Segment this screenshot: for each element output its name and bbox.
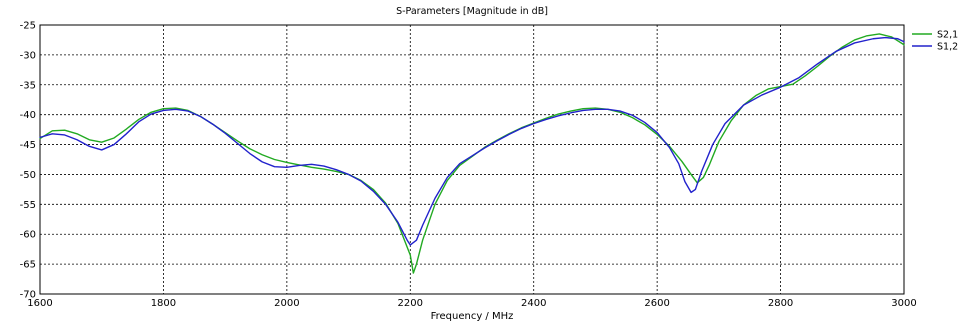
y-tick-label: -35 [20, 80, 36, 91]
x-axis-label: Frequency / MHz [431, 311, 514, 322]
legend: S2,1S1,2 [912, 30, 958, 53]
y-tick-label: -70 [20, 290, 36, 301]
y-tick-label: -25 [20, 21, 36, 32]
y-tick-label: -65 [20, 260, 36, 271]
series-line-2 [39, 36, 905, 246]
y-tick-label: -55 [20, 200, 36, 211]
chart-title: S-Parameters [Magnitude in dB] [396, 6, 548, 17]
series-lines [39, 33, 905, 274]
grid [40, 25, 904, 294]
y-tick-label: -50 [20, 170, 36, 181]
x-axis-ticks: 1600 1800 2000 2200 2400 2600 2800 3000 [27, 298, 916, 309]
x-tick-label: 2800 [768, 298, 793, 309]
x-tick-label: 2400 [521, 298, 546, 309]
x-tick-label: 1600 [27, 298, 52, 309]
x-tick-label: 2200 [398, 298, 423, 309]
y-tick-label: -45 [20, 140, 36, 151]
legend-label: S1,2 [937, 42, 958, 53]
x-tick-label: 2000 [274, 298, 299, 309]
x-tick-label: 1800 [151, 298, 176, 309]
y-tick-label: -60 [20, 230, 36, 241]
legend-label: S2,1 [937, 30, 958, 41]
y-tick-label: -30 [20, 50, 36, 61]
y-tick-label: -40 [20, 110, 36, 121]
plot-area [39, 24, 905, 295]
x-tick-label: 2600 [644, 298, 669, 309]
x-tick-label: 3000 [891, 298, 916, 309]
y-axis-ticks: -25 -30 -35 -40 -45 -50 -55 -60 -65 -70 [20, 21, 36, 301]
